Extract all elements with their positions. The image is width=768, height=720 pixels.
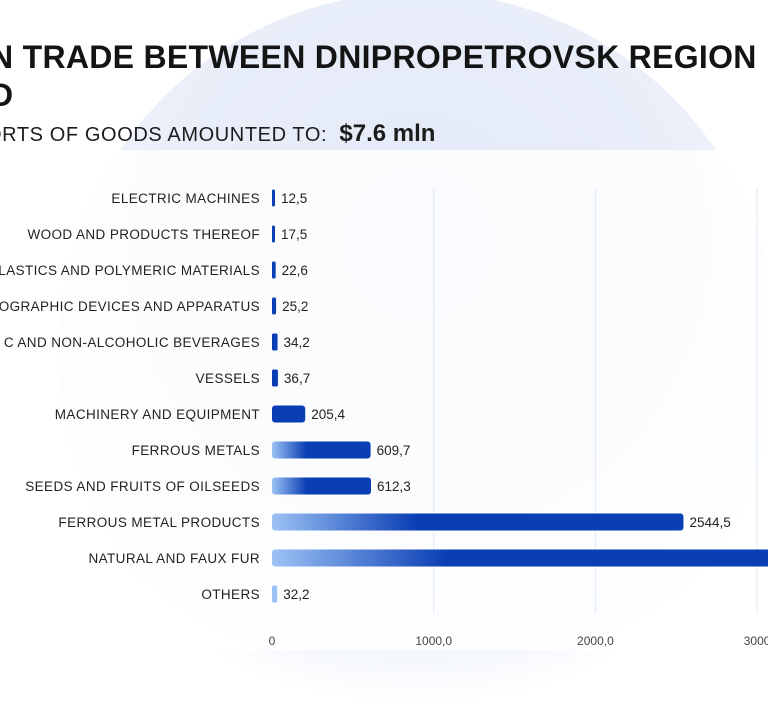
x-tick-label: 3000 [744, 634, 768, 648]
value-label: 12,5 [281, 191, 307, 206]
bar [272, 189, 275, 207]
bar [272, 225, 275, 243]
category-label: WOOD AND PRODUCTS THEREOF [27, 227, 260, 242]
category-label: OGRAPHIC DEVICES AND APPARATUS [0, 299, 260, 314]
value-label: 25,2 [282, 299, 308, 314]
value-label: 2544,5 [689, 515, 730, 530]
bar [272, 477, 372, 495]
category-label: FERROUS METAL PRODUCTS [58, 515, 260, 530]
category-label: LASTICS AND POLYMERIC MATERIALS [0, 263, 260, 278]
page-title: N TRADE BETWEEN DNIPROPETROVSK REGION D [0, 39, 757, 113]
value-label: 36,7 [284, 371, 310, 386]
subtitle-amount: $7.6 mln [339, 120, 436, 147]
subtitle: ORTS OF GOODS AMOUNTED TO: $7.6 mln [0, 120, 435, 148]
category-label: VESSELS [196, 371, 260, 386]
category-label: MACHINERY AND EQUIPMENT [55, 407, 260, 422]
x-tick-label: 1000,0 [415, 634, 452, 648]
bar [272, 405, 306, 423]
bar [272, 513, 684, 531]
grid: 0 1000,0 2000,0 3000 [269, 188, 768, 648]
value-label: 34,2 [284, 335, 310, 350]
category-label: OTHERS [201, 587, 260, 602]
bar [272, 297, 277, 315]
subtitle-label: ORTS OF GOODS AMOUNTED TO: [0, 124, 328, 146]
bar [272, 333, 278, 351]
category-label: C AND NON-ALCOHOLIC BEVERAGES [4, 335, 260, 350]
category-label: ELECTRIC MACHINES [111, 191, 260, 206]
value-label: 609,7 [377, 443, 411, 458]
value-label: 22,6 [282, 263, 308, 278]
value-label: 17,5 [281, 227, 307, 242]
category-label: NATURAL AND FAUX FUR [88, 551, 260, 566]
category-label: FERROUS METALS [132, 443, 260, 458]
bar [272, 261, 276, 279]
category-label: SEEDS AND FRUITS OF OILSEEDS [25, 479, 260, 494]
bar [272, 369, 278, 387]
value-label: 612,3 [377, 479, 411, 494]
bar [272, 441, 371, 459]
bars: ELECTRIC MACHINES 12,5 WOOD AND PRODUCTS T… [0, 189, 768, 603]
x-tick-label: 0 [269, 634, 276, 648]
bar [272, 585, 278, 603]
value-label: 32,2 [283, 587, 309, 602]
x-tick-label: 2000,0 [577, 634, 614, 648]
value-label: 205,4 [311, 407, 345, 422]
bar [272, 549, 768, 567]
chart-card [0, 150, 768, 650]
